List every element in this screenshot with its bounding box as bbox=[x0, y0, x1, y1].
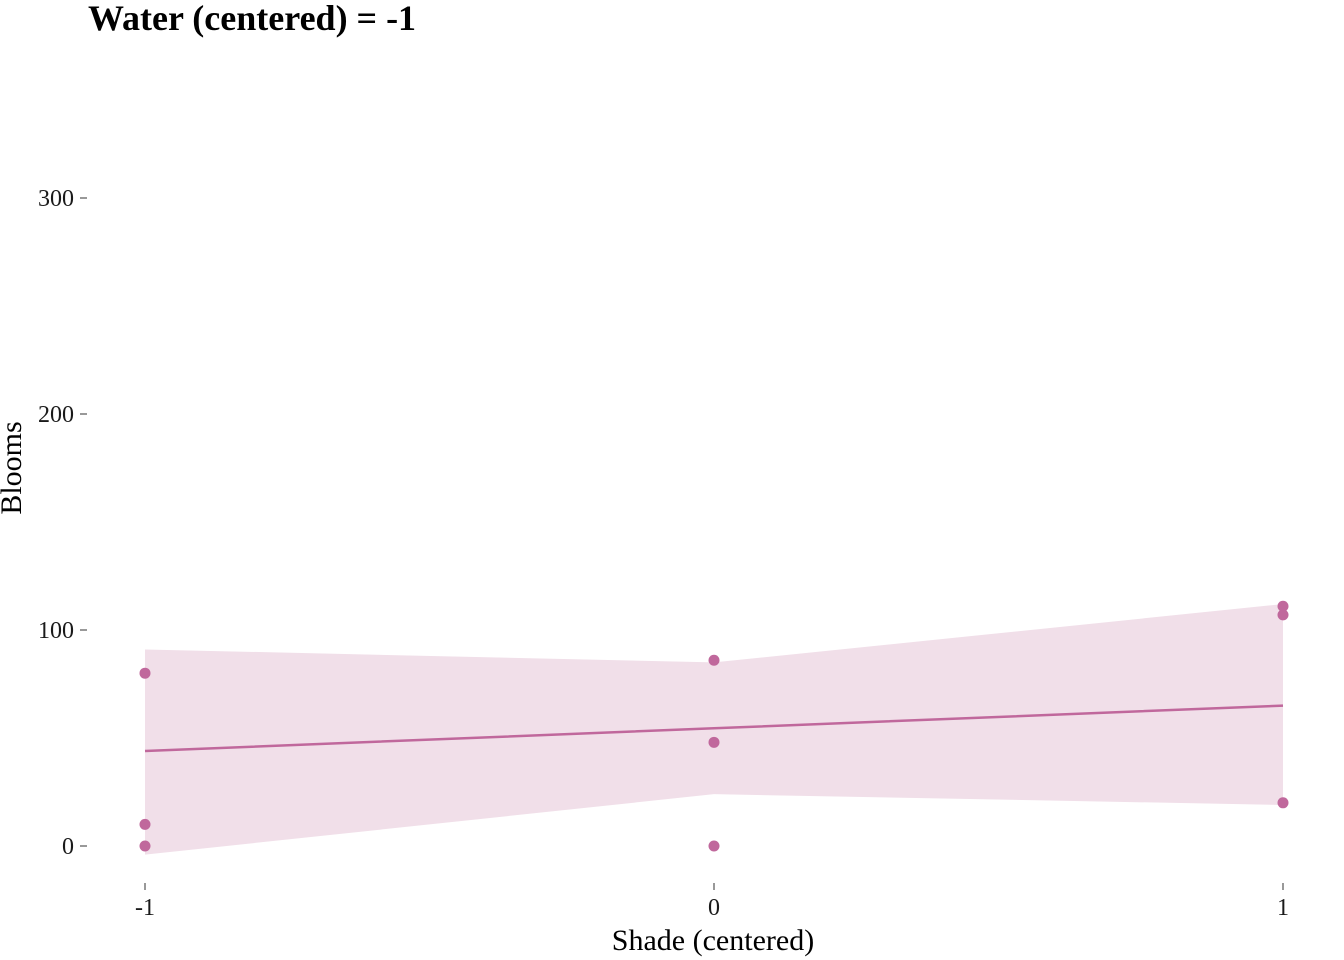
points-layer bbox=[139, 600, 1289, 852]
fit-line bbox=[144, 704, 1284, 753]
data-point bbox=[708, 736, 720, 748]
y-axis: 0 100 200 300 bbox=[38, 186, 87, 860]
data-point bbox=[708, 840, 720, 852]
x-axis: -1 0 1 bbox=[135, 883, 1289, 921]
data-point bbox=[1277, 600, 1289, 612]
data-point bbox=[1277, 609, 1289, 621]
data-point bbox=[139, 667, 151, 679]
y-tick-label: 200 bbox=[38, 402, 74, 428]
data-point bbox=[139, 818, 151, 830]
y-tick-label: 0 bbox=[62, 834, 74, 860]
x-tick-label: -1 bbox=[135, 895, 155, 921]
y-axis-title: Blooms bbox=[0, 421, 28, 514]
fit-line-layer bbox=[144, 704, 1284, 753]
chart-title: Water (centered) = -1 bbox=[88, 0, 416, 38]
data-point bbox=[139, 840, 151, 852]
x-axis-title: Shade (centered) bbox=[612, 924, 814, 957]
x-tick-label: 0 bbox=[708, 895, 720, 921]
x-tick-label: 1 bbox=[1277, 895, 1289, 921]
data-point bbox=[1277, 797, 1289, 809]
data-point bbox=[708, 654, 720, 666]
y-tick-label: 100 bbox=[38, 618, 74, 644]
y-tick-label: 300 bbox=[38, 186, 74, 212]
